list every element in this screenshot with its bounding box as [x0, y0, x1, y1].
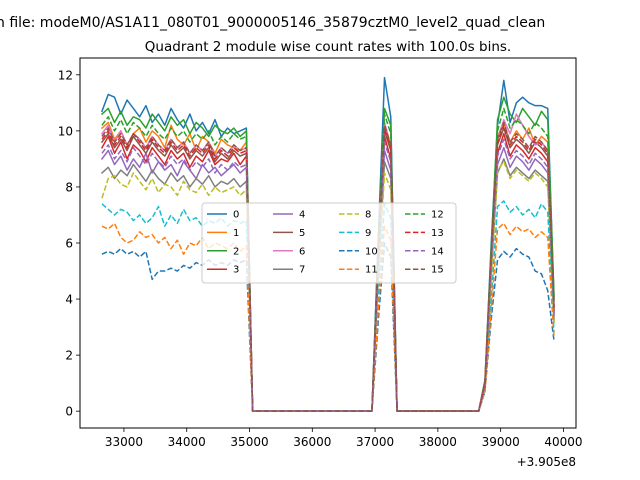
y-tick-label: 10: [58, 124, 73, 138]
legend-label: 14: [431, 246, 444, 257]
series-layer: [100, 76, 555, 412]
x-tick-label: 39000: [482, 435, 520, 449]
legend-entry-13[interactable]: 13: [405, 228, 444, 239]
legend-entry-0[interactable]: 0: [207, 210, 239, 221]
legend-label: 13: [431, 228, 444, 239]
x-tick-label: 38000: [419, 435, 457, 449]
legend-label: 4: [299, 210, 305, 221]
legend-entry-4[interactable]: 4: [273, 210, 305, 221]
chart-title: Quadrant 2 module wise count rates with …: [145, 39, 511, 55]
legend-entry-7[interactable]: 7: [273, 265, 305, 276]
y-tick-label: 4: [65, 293, 73, 307]
legend-label: 11: [365, 265, 378, 276]
y-axis: 0 2 4 6 8 10 12: [58, 68, 80, 419]
legend-label: 0: [233, 210, 239, 221]
x-axis: 33000 34000 35000 36000 37000 38000 39000 40000: [105, 428, 583, 449]
y-tick-label: 6: [65, 237, 73, 251]
figure-suptitle: n file: modeM0/AS1A11_080T01_9000005146_…: [0, 15, 545, 31]
x-tick-label: 33000: [105, 435, 143, 449]
x-tick-label: 35000: [230, 435, 268, 449]
legend-label: 7: [299, 265, 305, 276]
y-tick-label: 8: [65, 180, 73, 194]
legend-label: 6: [299, 246, 305, 257]
legend-entry-6[interactable]: 6: [273, 246, 305, 257]
legend-label: 8: [365, 210, 371, 221]
legend-entry-5[interactable]: 5: [273, 228, 305, 239]
legend-entry-14[interactable]: 14: [405, 246, 444, 257]
legend-entry-8[interactable]: 8: [339, 210, 371, 221]
legend-label: 12: [431, 210, 444, 221]
legend-entry-12[interactable]: 12: [405, 210, 444, 221]
y-tick-label: 0: [65, 405, 73, 419]
legend-entry-15[interactable]: 15: [405, 265, 444, 276]
legend-entry-9[interactable]: 9: [339, 228, 371, 239]
x-offset-label: +3.905e8: [517, 455, 576, 469]
legend-label: 5: [299, 228, 305, 239]
legend-entry-11[interactable]: 11: [339, 265, 378, 276]
legend-label: 15: [431, 265, 444, 276]
x-tick-label: 37000: [356, 435, 394, 449]
legend-entry-10[interactable]: 10: [339, 246, 378, 257]
x-tick-label: 34000: [168, 435, 206, 449]
legend-label: 1: [233, 228, 239, 239]
legend-label: 3: [233, 265, 239, 276]
series-line-15: [101, 121, 555, 412]
legend-entry-2[interactable]: 2: [207, 246, 239, 257]
y-tick-label: 2: [65, 349, 73, 363]
legend-frame: [201, 202, 457, 284]
legend-label: 10: [365, 246, 378, 257]
x-tick-label: 36000: [293, 435, 331, 449]
y-tick-label: 12: [58, 68, 73, 82]
legend-entry-1[interactable]: 1: [207, 228, 239, 239]
legend-label: 9: [365, 228, 371, 239]
legend-entry-3[interactable]: 3: [207, 265, 239, 276]
legend-label: 2: [233, 246, 239, 257]
x-tick-label: 40000: [544, 435, 582, 449]
